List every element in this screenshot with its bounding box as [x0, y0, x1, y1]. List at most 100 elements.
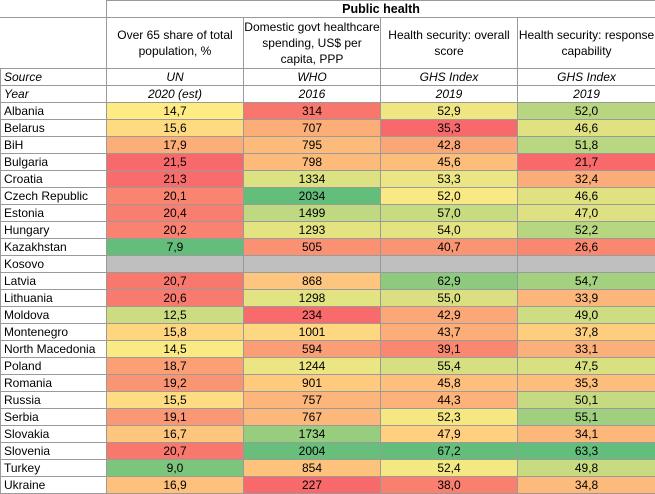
table-cell: 17,9: [106, 136, 244, 154]
corner-cell: [0, 0, 107, 18]
table-cell: 52,9: [380, 102, 518, 120]
table-cell: 54,0: [380, 221, 518, 239]
table-row: Kazakhstan 7,9 505 40,7 26,6: [0, 238, 655, 256]
table-cell: 52,4: [380, 459, 518, 477]
table-cell: 46,6: [516, 119, 655, 137]
country-label: Czech Republic: [0, 187, 107, 205]
country-label: Kazakhstan: [0, 238, 107, 256]
table-cell: 2034: [243, 187, 381, 205]
table-cell: 49,0: [516, 306, 655, 324]
country-label: Serbia: [0, 408, 107, 426]
country-label: Albania: [0, 102, 107, 120]
country-label: Belarus: [0, 119, 107, 137]
table-cell: [516, 255, 655, 273]
table-cell: 21,3: [106, 170, 244, 188]
table-cell: 38,0: [380, 476, 518, 494]
country-label: Romania: [0, 374, 107, 392]
table-cell: [106, 255, 244, 273]
table-cell: 20,4: [106, 204, 244, 222]
table-cell: 19,2: [106, 374, 244, 392]
table-cell: 55,0: [380, 289, 518, 307]
table-cell: 314: [243, 102, 381, 120]
source-cell: GHS Index: [380, 68, 518, 86]
table-cell: 1298: [243, 289, 381, 307]
table-cell: 1499: [243, 204, 381, 222]
table-row: Latvia 20,7 868 62,9 54,7: [0, 272, 655, 290]
table-cell: 16,9: [106, 476, 244, 494]
table-cell: 9,0: [106, 459, 244, 477]
table-cell: 47,5: [516, 357, 655, 375]
year-cell: 2016: [243, 85, 381, 103]
table-cell: 767: [243, 408, 381, 426]
table-cell: 21,7: [516, 153, 655, 171]
table-cell: 15,6: [106, 119, 244, 137]
table-cell: 15,8: [106, 323, 244, 341]
table-cell: 33,9: [516, 289, 655, 307]
table-cell: 34,1: [516, 425, 655, 443]
table-cell: 1734: [243, 425, 381, 443]
table-row: Estonia 20,4 1499 57,0 47,0: [0, 204, 655, 222]
table-cell: 55,1: [516, 408, 655, 426]
corner-cell: [0, 17, 107, 69]
table-row: Bulgaria 21,5 798 45,6 21,7: [0, 153, 655, 171]
table-cell: 33,1: [516, 340, 655, 358]
table-row: North Macedonia 14,5 594 39,1 33,1: [0, 340, 655, 358]
table-row: Lithuania 20,6 1298 55,0 33,9: [0, 289, 655, 307]
table-cell: 55,4: [380, 357, 518, 375]
year-row-label: Year: [0, 85, 107, 103]
table-cell: 1334: [243, 170, 381, 188]
table-cell: 35,3: [380, 119, 518, 137]
table-cell: 26,6: [516, 238, 655, 256]
table-cell: 47,9: [380, 425, 518, 443]
country-label: Slovenia: [0, 442, 107, 460]
table-cell: 1244: [243, 357, 381, 375]
table-cell: 14,5: [106, 340, 244, 358]
table-cell: 20,1: [106, 187, 244, 205]
table-row: Albania 14,7 314 52,9 52,0: [0, 102, 655, 120]
country-label: Poland: [0, 357, 107, 375]
country-label: BiH: [0, 136, 107, 154]
table-cell: 57,0: [380, 204, 518, 222]
table-cell: 594: [243, 340, 381, 358]
country-label: Lithuania: [0, 289, 107, 307]
year-cell: 2019: [516, 85, 655, 103]
table-cell: 901: [243, 374, 381, 392]
table-cell: 20,7: [106, 442, 244, 460]
table-cell: 12,5: [106, 306, 244, 324]
table-cell: 868: [243, 272, 381, 290]
table-row: Ukraine 16,9 227 38,0 34,8: [0, 476, 655, 494]
table-cell: 62,9: [380, 272, 518, 290]
country-label: Turkey: [0, 459, 107, 477]
table-body: Albania 14,7 314 52,9 52,0 Belarus 15,6 707 35,3…: [0, 102, 655, 494]
table-row: Romania 19,2 901 45,8 35,3: [0, 374, 655, 392]
country-label: North Macedonia: [0, 340, 107, 358]
table-cell: 51,8: [516, 136, 655, 154]
country-label: Bulgaria: [0, 153, 107, 171]
table-cell: 46,6: [516, 187, 655, 205]
table-cell: 18,7: [106, 357, 244, 375]
year-cell: 2019: [380, 85, 518, 103]
column-header-health-spending: Domestic govt healthcare spending, US$ p…: [243, 17, 381, 69]
table-cell: 53,3: [380, 170, 518, 188]
column-header-over65: Over 65 share of total population, %: [106, 17, 244, 69]
table-row: Montenegro 15,8 1001 43,7 37,8: [0, 323, 655, 341]
table-cell: 34,8: [516, 476, 655, 494]
table-cell: 37,8: [516, 323, 655, 341]
table-cell: 20,7: [106, 272, 244, 290]
table-cell: 52,0: [516, 102, 655, 120]
table-cell: 795: [243, 136, 381, 154]
table-cell: 7,9: [106, 238, 244, 256]
source-cell: WHO: [243, 68, 381, 86]
table-row: Slovakia 16,7 1734 47,9 34,1: [0, 425, 655, 443]
country-label: Russia: [0, 391, 107, 409]
country-label: Moldova: [0, 306, 107, 324]
table-cell: 21,5: [106, 153, 244, 171]
table-cell: 44,3: [380, 391, 518, 409]
country-label: Croatia: [0, 170, 107, 188]
table-row: Moldova 12,5 234 42,9 49,0: [0, 306, 655, 324]
source-cell: GHS Index: [516, 68, 655, 86]
country-label: Latvia: [0, 272, 107, 290]
table-cell: 20,2: [106, 221, 244, 239]
country-label: Ukraine: [0, 476, 107, 494]
